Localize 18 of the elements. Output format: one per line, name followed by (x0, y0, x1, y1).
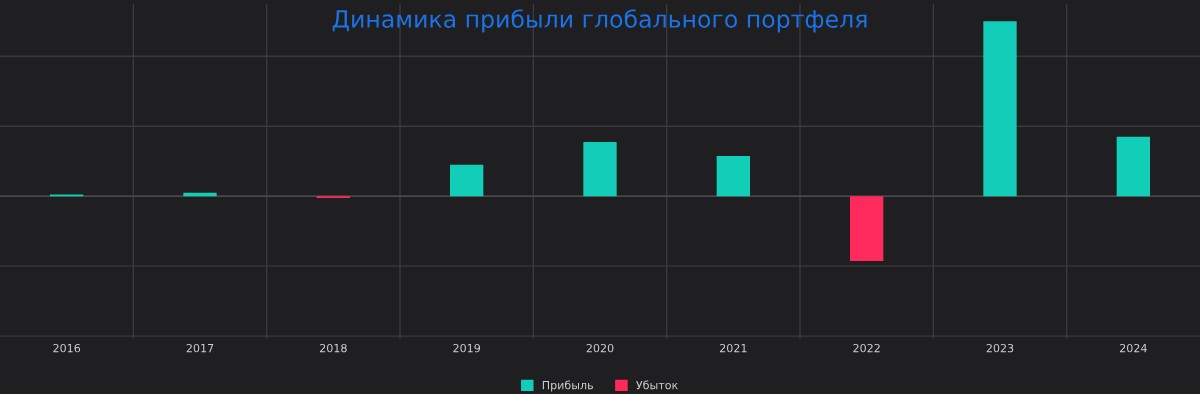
x-tick-label: 2023 (986, 343, 1014, 353)
x-tick-label: 2024 (1120, 343, 1147, 353)
x-tick-label: 2021 (720, 343, 747, 353)
legend-label: Убыток (636, 380, 678, 390)
bar (850, 196, 884, 261)
x-tick-label: 2022 (853, 343, 880, 353)
x-tick-label: 2017 (186, 343, 214, 353)
legend-label: Прибыль (542, 380, 593, 392)
bar (716, 155, 750, 197)
chart-title: Динамика прибыли глобального портфеля (332, 9, 867, 33)
bar (1116, 136, 1150, 197)
x-tick-label: 2016 (53, 343, 81, 353)
x-tick-label: 2020 (586, 343, 614, 353)
x-tick-label: 2018 (320, 343, 347, 353)
bar (583, 141, 617, 197)
bar (450, 164, 484, 197)
bar (983, 21, 1017, 197)
x-tick-label: 2019 (453, 343, 481, 353)
